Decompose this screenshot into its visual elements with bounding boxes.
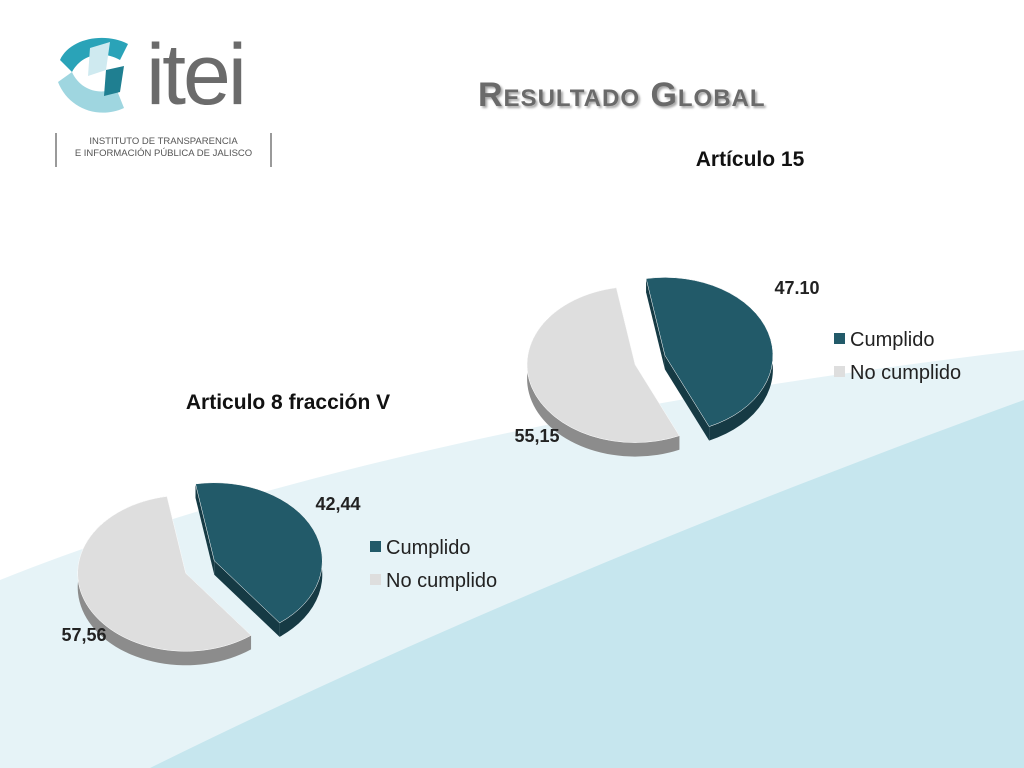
legend-label-cumplido: Cumplido	[386, 537, 470, 559]
logo-subtitle-line1: INSTITUTO DE TRANSPARENCIA	[89, 136, 238, 147]
pie-slice-cumplido	[195, 482, 323, 637]
itei-logo: itei INSTITUTO DE TRANSPARENCIA E INFORM…	[50, 30, 290, 170]
legend-swatch-no-cumplido	[834, 366, 845, 377]
slice-wall	[646, 278, 665, 370]
logo-wordmark: itei	[146, 27, 247, 123]
data-label-cumplido: 47.10	[774, 278, 819, 298]
legend-swatch-cumplido	[834, 333, 845, 344]
chart-title: Articulo 8 fracción V	[186, 391, 390, 414]
logo-subtitle: INSTITUTO DE TRANSPARENCIA E INFORMACIÓN…	[55, 133, 272, 167]
slice-top	[77, 496, 252, 652]
pie-chart-1: Artículo 15 47.10 55,15 Cumplido No cumplido	[514, 148, 961, 457]
wave-dark	[150, 400, 1024, 768]
legend-label-no-cumplido: No cumplido	[386, 570, 497, 592]
logo-subtitle-line2: E INFORMACIÓN PÚBLICA DE JALISCO	[74, 148, 253, 159]
chart-legend: Cumplido No cumplido	[370, 537, 497, 592]
legend-swatch-no-cumplido	[370, 574, 381, 585]
slice-top	[645, 277, 774, 427]
pie-chart-2: Articulo 8 fracción V 42,44 57,56 Cumplido N…	[61, 391, 497, 666]
pie-slice-no-cumplido	[77, 496, 252, 666]
slice-wall	[664, 355, 710, 441]
pie-slice-cumplido	[645, 277, 774, 441]
legend-label-cumplido: Cumplido	[850, 329, 934, 351]
pie-slice-no-cumplido	[526, 287, 680, 457]
data-label-no-cumplido: 57,56	[61, 625, 106, 645]
data-label-cumplido: 42,44	[315, 494, 360, 514]
page-title: Resultado Global	[478, 76, 766, 114]
legend-label-no-cumplido: No cumplido	[850, 362, 961, 384]
logo-swirl-icon	[58, 37, 128, 113]
legend-swatch-cumplido	[370, 541, 381, 552]
slice-wall	[214, 560, 280, 637]
slice-top	[195, 482, 323, 624]
chart-title: Artículo 15	[696, 148, 805, 171]
slice-top	[526, 287, 680, 443]
data-label-no-cumplido: 55,15	[514, 426, 559, 446]
slice-side	[77, 496, 252, 666]
chart-legend: Cumplido No cumplido	[834, 329, 961, 384]
slice-wall	[195, 483, 215, 575]
